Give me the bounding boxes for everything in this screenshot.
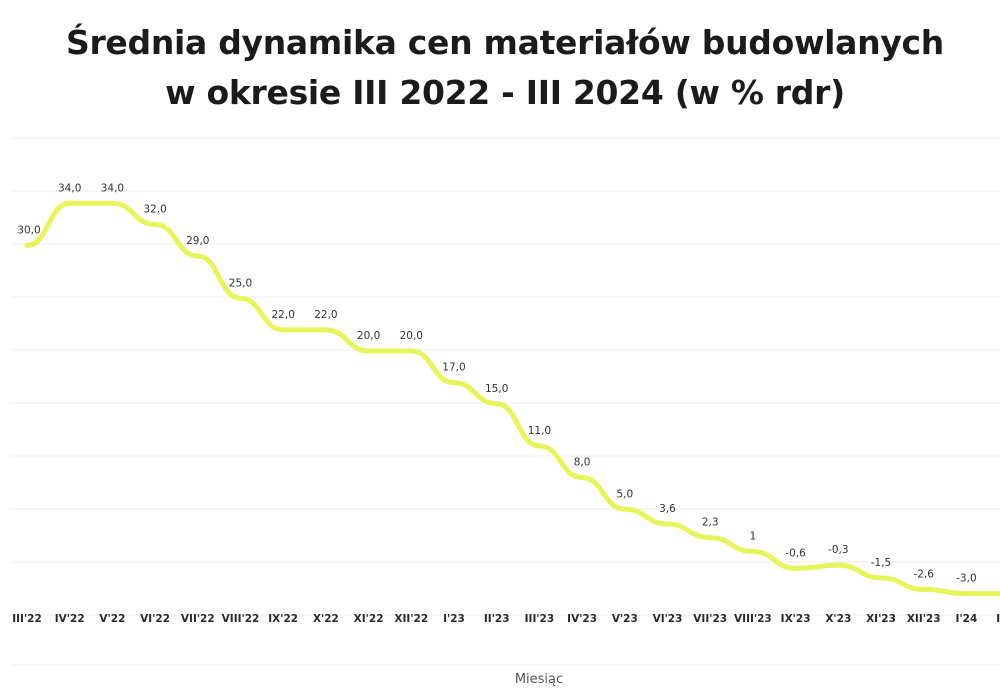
data-label: 3,6: [659, 503, 676, 515]
x-tick-label: IX'22: [268, 613, 298, 625]
data-point: [579, 475, 585, 481]
data-label: 17,0: [442, 362, 465, 374]
x-tick-label: X'22: [313, 613, 339, 625]
series-line: [24, 200, 1000, 597]
data-point: [750, 548, 756, 554]
data-point: [494, 401, 500, 407]
data-point: [195, 253, 201, 259]
data-point: [835, 562, 841, 568]
x-tick-label: VIII'22: [222, 613, 260, 625]
data-labels: 30,0 34,0 34,0 32,0 29,0 25,0 22,0 22,0 20,0 20,0…: [17, 182, 977, 597]
x-tick-label: VIII'23: [734, 613, 772, 625]
data-point: [152, 221, 158, 227]
x-tick-label: X'23: [825, 613, 851, 625]
chart-title-line-1: Średnia dynamika cen materiałów budowlan…: [65, 23, 945, 62]
data-label: 22,0: [314, 309, 337, 321]
x-tick-label: VI'23: [653, 613, 683, 625]
data-label: -0,3: [828, 544, 849, 556]
x-tick-label: I'23: [443, 613, 465, 625]
x-tick-label: V'23: [612, 613, 638, 625]
data-point: [238, 295, 243, 301]
x-tick-label: V'22: [99, 613, 125, 625]
data-point: [451, 380, 457, 386]
data-point: [878, 575, 884, 581]
data-label: -0,6: [785, 547, 806, 559]
x-tick-label: XI'22: [354, 613, 384, 625]
data-label: 2,3: [702, 517, 719, 529]
data-label: 1: [750, 530, 757, 542]
x-tick-label: I'24: [956, 613, 978, 625]
gridlines: [10, 137, 1000, 666]
data-point: [793, 565, 799, 571]
data-point: [622, 506, 628, 512]
data-point: [24, 243, 30, 248]
data-label: 5,0: [616, 488, 633, 500]
x-tick-label: II'23: [484, 613, 510, 625]
chart-title: Średnia dynamika cen materiałów budowlan…: [0, 18, 1000, 118]
data-label: 20,0: [357, 330, 380, 342]
data-point: [109, 200, 115, 206]
series-line-group: [24, 200, 1000, 597]
data-label: 29,0: [186, 235, 209, 247]
data-point: [536, 443, 542, 449]
chart-title-line-2: w okresie III 2022 - III 2024 (w % rdr): [165, 73, 845, 112]
x-tick-label: VII'22: [181, 613, 215, 625]
data-label: 22,0: [272, 309, 295, 321]
data-label: 34,0: [101, 182, 124, 194]
data-label: 30,0: [17, 225, 40, 237]
data-label: 11,0: [528, 425, 551, 437]
data-point: [707, 535, 713, 541]
data-point: [408, 348, 414, 354]
data-label: 32,0: [143, 203, 166, 215]
x-axis-ticks: III'22 IV'22 V'22 VI'22 VII'22 VIII'22 IX'22 X'…: [12, 613, 1000, 625]
data-label: 15,0: [485, 383, 508, 395]
data-point: [67, 200, 73, 206]
data-label: -1,5: [871, 557, 892, 569]
data-label: -3,0: [956, 573, 977, 585]
data-label: 20,0: [400, 330, 423, 342]
data-label: 34,0: [58, 182, 81, 194]
data-point: [921, 586, 927, 592]
x-tick-label: IX'23: [781, 613, 811, 625]
x-tick-label: III'23: [525, 613, 555, 625]
data-point: [963, 591, 969, 597]
data-point: [665, 521, 670, 527]
x-tick-label: XII'22: [394, 613, 428, 625]
x-tick-label: IV'22: [55, 613, 85, 625]
data-point: [280, 327, 286, 333]
data-point: [323, 327, 329, 333]
data-label: 8,0: [574, 457, 591, 469]
x-tick-label: III'22: [12, 613, 42, 625]
x-tick-label: XII'23: [907, 613, 941, 625]
x-tick-label: IV'23: [567, 613, 597, 625]
x-tick-label: VI'22: [140, 613, 170, 625]
data-label: 25,0: [229, 277, 252, 289]
data-point: [366, 348, 372, 354]
x-tick-label: XI'23: [866, 613, 896, 625]
x-tick-label: VII'23: [693, 613, 727, 625]
x-axis-label: Miesiąc: [514, 672, 564, 687]
data-label: -2,6: [913, 568, 934, 580]
x-tick-label: II'24: [996, 613, 1000, 625]
